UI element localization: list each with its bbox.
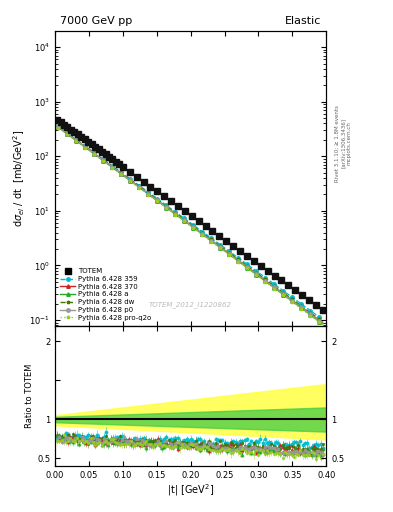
Text: [arXiv:1306.3436]: [arXiv:1306.3436] [341, 118, 346, 168]
Legend: TOTEM, Pythia 6.428 359, Pythia 6.428 370, Pythia 6.428 a, Pythia 6.428 dw, Pyth: TOTEM, Pythia 6.428 359, Pythia 6.428 37… [59, 267, 152, 322]
X-axis label: |t| [GeV$^{2}$]: |t| [GeV$^{2}$] [167, 482, 214, 498]
Text: Elastic: Elastic [285, 16, 321, 26]
Text: Rivet 3.1.10; ≥ 1.8M events: Rivet 3.1.10; ≥ 1.8M events [335, 105, 340, 182]
Y-axis label: d$\sigma_{el}$ / dt  [mb/GeV$^{2}$]: d$\sigma_{el}$ / dt [mb/GeV$^{2}$] [11, 130, 27, 227]
Y-axis label: Ratio to TOTEM: Ratio to TOTEM [25, 364, 34, 428]
Text: 7000 GeV pp: 7000 GeV pp [61, 16, 133, 26]
Text: mcplots.cern.ch: mcplots.cern.ch [347, 121, 352, 165]
Text: TOTEM_2012_I1220862: TOTEM_2012_I1220862 [149, 301, 232, 308]
